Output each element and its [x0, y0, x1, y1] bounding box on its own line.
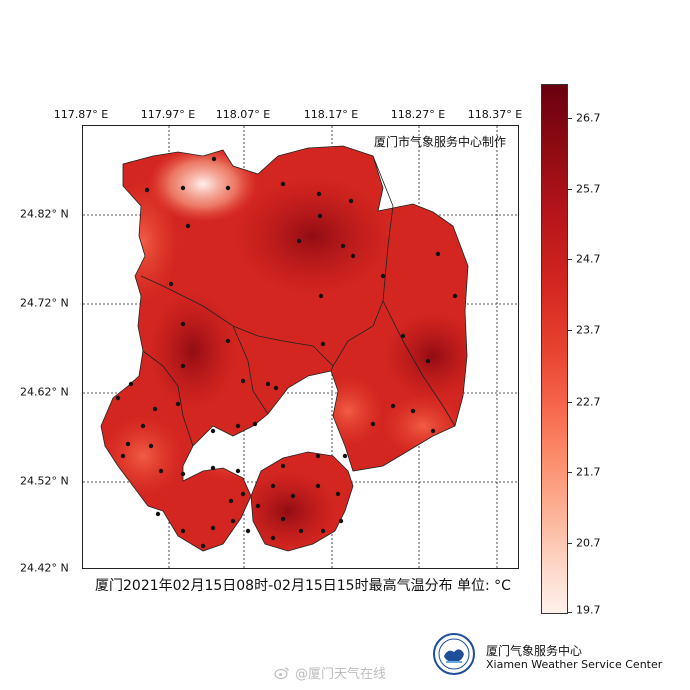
colorbar-label-5: 22.7 — [576, 395, 601, 409]
lon-label-5: 118.27° E — [390, 108, 446, 121]
colorbar-label-7: 20.7 — [576, 536, 601, 550]
lat-label-4: 24.52° N — [20, 474, 69, 488]
weather-center-logo — [432, 632, 476, 676]
colorbar-tick-mark — [568, 259, 572, 260]
colorbar-label-1: 26.7 — [576, 111, 601, 125]
lon-label-3: 118.07° E — [215, 108, 271, 121]
lat-label-2: 24.72° N — [20, 296, 69, 310]
lon-label-2: 117.97° E — [140, 108, 196, 121]
colorbar-label-3: 24.7 — [576, 252, 601, 266]
temperature-map — [83, 126, 518, 568]
colorbar-tick-mark — [568, 189, 572, 190]
colorbar-tick-mark — [568, 330, 572, 331]
weibo-icon — [274, 664, 290, 680]
lon-label-4: 118.17° E — [303, 108, 359, 121]
map-producer-label: 厦门市气象服务中心制作 — [373, 135, 506, 149]
watermark-text: @厦门天气在线 — [295, 667, 387, 682]
map-frame: 厦门市气象服务中心制作 — [82, 125, 519, 569]
colorbar-label-8: 19.7 — [576, 603, 601, 617]
colorbar-label-6: 21.7 — [576, 465, 601, 479]
colorbar-tick-mark — [568, 612, 572, 613]
station-dots — [115, 156, 458, 549]
lat-label-1: 24.82° N — [20, 207, 69, 221]
colorbar-label-4: 23.7 — [576, 323, 601, 337]
temperature-field — [101, 146, 468, 551]
colorbar — [541, 84, 568, 614]
lat-label-3: 24.62° N — [20, 385, 69, 399]
weather-center-name-zh: 厦门气象服务中心 — [486, 644, 583, 658]
lat-label-5: 24.42° N — [20, 561, 69, 575]
colorbar-tick-mark — [568, 543, 572, 544]
map-caption: 厦门2021年02月15日08时-02月15日15时最高气温分布 单位: °C — [95, 578, 511, 594]
colorbar-tick-mark — [568, 472, 572, 473]
lon-label-6: 118.37° E — [467, 108, 523, 121]
lon-label-1: 117.87° E — [53, 108, 109, 121]
colorbar-label-2: 25.7 — [576, 182, 601, 196]
weather-center-name-en: Xiamen Weather Service Center — [486, 658, 663, 671]
colorbar-tick-mark — [568, 402, 572, 403]
colorbar-tick-mark — [568, 118, 572, 119]
